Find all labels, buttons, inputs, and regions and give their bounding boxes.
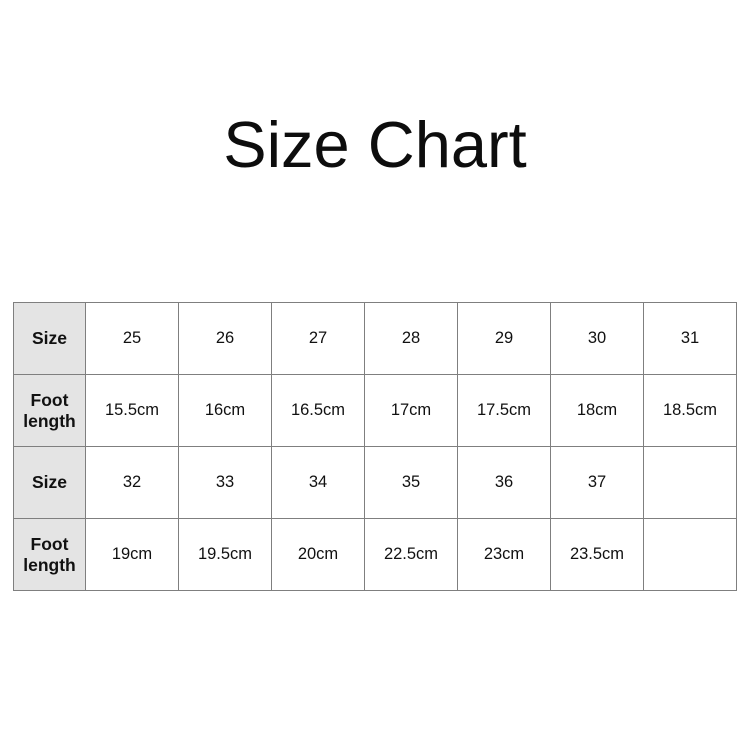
cell-footlength-27: 16.5cm bbox=[271, 374, 365, 447]
cell-footlength-31: 18.5cm bbox=[643, 374, 737, 447]
cell-footlength-34: 20cm bbox=[271, 518, 365, 591]
size-table-container: Size 25 26 27 28 29 30 31 Foot length bbox=[13, 302, 737, 591]
cell-footlength-29: 17.5cm bbox=[457, 374, 551, 447]
row-label-line: length bbox=[23, 410, 76, 431]
cell-size-30: 30 bbox=[550, 302, 644, 375]
page-title: Size Chart bbox=[223, 108, 527, 181]
cell-footlength-empty bbox=[643, 518, 737, 591]
cell-footlength-37: 23.5cm bbox=[550, 518, 644, 591]
cell-size-31: 31 bbox=[643, 302, 737, 375]
cell-size-29: 29 bbox=[457, 302, 551, 375]
row-label-line: Size bbox=[31, 328, 68, 349]
row-label-line: Foot bbox=[30, 534, 69, 555]
cell-size-27: 27 bbox=[271, 302, 365, 375]
size-chart-table: Size 25 26 27 28 29 30 31 Foot length bbox=[13, 302, 737, 591]
row-label-line: Size bbox=[31, 472, 68, 493]
row-label-line: length bbox=[23, 554, 76, 575]
table-row: Size 32 33 34 35 36 37 bbox=[13, 446, 737, 519]
cell-size-25: 25 bbox=[85, 302, 179, 375]
cell-footlength-25: 15.5cm bbox=[85, 374, 179, 447]
table-row: Size 25 26 27 28 29 30 31 bbox=[13, 302, 737, 375]
cell-size-34: 34 bbox=[271, 446, 365, 519]
table-row: Foot length 15.5cm 16cm 16.5cm 17cm 17.5… bbox=[13, 374, 737, 447]
cell-footlength-33: 19.5cm bbox=[178, 518, 272, 591]
cell-footlength-26: 16cm bbox=[178, 374, 272, 447]
cell-size-28: 28 bbox=[364, 302, 458, 375]
cell-footlength-36: 23cm bbox=[457, 518, 551, 591]
row-label-size-2: Size bbox=[13, 446, 86, 519]
cell-footlength-28: 17cm bbox=[364, 374, 458, 447]
size-chart-table-body: Size 25 26 27 28 29 30 31 Foot length bbox=[13, 302, 737, 591]
cell-footlength-35: 22.5cm bbox=[364, 518, 458, 591]
table-row: Foot length 19cm 19.5cm 20cm 22.5cm 23cm… bbox=[13, 518, 737, 591]
row-label-foot-length-1: Foot length bbox=[13, 374, 86, 447]
cell-footlength-32: 19cm bbox=[85, 518, 179, 591]
cell-size-37: 37 bbox=[550, 446, 644, 519]
cell-size-33: 33 bbox=[178, 446, 272, 519]
cell-size-35: 35 bbox=[364, 446, 458, 519]
cell-footlength-30: 18cm bbox=[550, 374, 644, 447]
cell-size-36: 36 bbox=[457, 446, 551, 519]
row-label-foot-length-2: Foot length bbox=[13, 518, 86, 591]
cell-size-32: 32 bbox=[85, 446, 179, 519]
row-label-line: Foot bbox=[30, 390, 69, 411]
cell-size-empty bbox=[643, 446, 737, 519]
cell-size-26: 26 bbox=[178, 302, 272, 375]
row-label-size-1: Size bbox=[13, 302, 86, 375]
